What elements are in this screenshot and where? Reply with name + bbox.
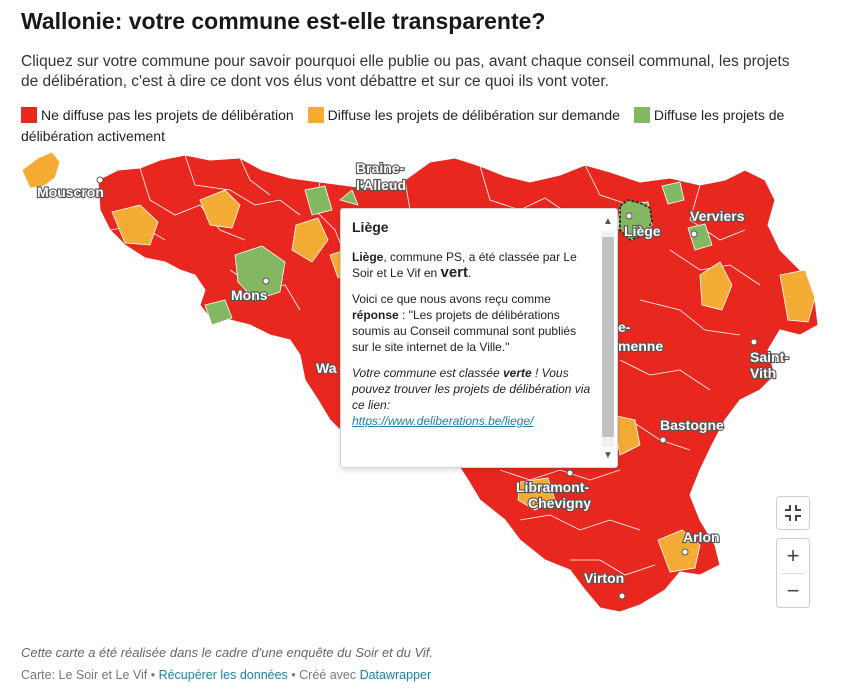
city-label-marche-2: menne — [618, 338, 663, 354]
city-label-walcourt-partial: Wa — [316, 360, 337, 376]
tooltip-title: Liège — [352, 219, 389, 235]
map-description: Cliquez sur votre commune pour savoir po… — [21, 53, 790, 90]
city-markers: Mouscron Braine- l'Alleud Liège Verviers… — [36, 159, 790, 600]
page-title: Wallonie: votre commune est-elle transpa… — [21, 8, 546, 34]
legend: Ne diffuse pas les projets de délibérati… — [21, 105, 821, 147]
tooltip-response: Voici ce que nous avons reçu comme répon… — [352, 291, 596, 355]
city-label-libramont-2: Chevigny — [528, 495, 591, 511]
tooltip-response-intro: Voici ce que nous avons reçu comme — [352, 292, 551, 306]
footer-source: Carte: Le Soir et Le Vif — [21, 668, 148, 682]
city-label-liege: Liège — [624, 223, 661, 239]
city-dot-bastogne — [659, 436, 667, 444]
tooltip-verdict: Votre commune est classée verte ! Vous p… — [352, 365, 596, 429]
footer-sep-2: • Créé avec — [287, 668, 360, 682]
city-label-virton: Virton — [584, 570, 624, 586]
legend-label-orange: Diffuse les projets de délibération sur … — [327, 107, 620, 123]
tooltip-verdict-a: Votre commune est classée — [352, 366, 503, 380]
city-dot-verviers — [690, 230, 698, 238]
tooltip-verdict-b: verte — [502, 366, 532, 380]
fullscreen-exit-icon — [785, 505, 801, 521]
scrollbar-thumb[interactable] — [602, 237, 614, 437]
city-label-marche-1: e- — [618, 319, 631, 335]
tooltip-class-value: vert — [440, 264, 469, 281]
city-dot-saint-vith — [750, 338, 758, 346]
download-data-link[interactable]: Récupérer les données — [158, 668, 288, 682]
tooltip-content: Liège Liège, commune PS, a été classée p… — [352, 219, 596, 439]
city-label-arlon: Arlon — [683, 529, 720, 545]
city-dot-liege — [625, 212, 633, 220]
legend-item-red: Ne diffuse pas les projets de délibérati… — [21, 107, 294, 123]
tooltip-verdict-c: ! Vous pouvez trouver les projets de dél… — [352, 366, 591, 412]
city-label-libramont-1: Libramont- — [516, 479, 589, 495]
city-label-saint-vith-2: Vith — [750, 365, 776, 381]
legend-item-green: Diffuse les projets de délibération acti… — [21, 107, 784, 144]
zoom-out-button[interactable]: − — [786, 578, 800, 603]
fullscreen-button[interactable] — [776, 496, 810, 530]
commune-mouscron[interactable] — [21, 151, 61, 189]
footer-sep-1: • — [147, 668, 159, 682]
legend-label-red: Ne diffuse pas les projets de délibérati… — [41, 107, 294, 123]
tooltip-link[interactable]: https://www.deliberations.be/liege/ — [352, 414, 534, 428]
zoom-controls: + − — [776, 538, 810, 608]
city-dot-mouscron — [96, 176, 104, 184]
map-note: Cette carte a été réalisée dans le cadre… — [21, 645, 434, 660]
tooltip-commune-name: Liège — [352, 250, 384, 264]
city-label-braine-1: Braine- — [356, 160, 405, 176]
tooltip-response-label: réponse — [352, 308, 399, 322]
city-dot-mons — [262, 277, 270, 285]
city-label-verviers: Verviers — [690, 208, 745, 224]
scroll-up-arrow-icon[interactable]: ▲ — [603, 216, 613, 227]
city-label-bastogne: Bastogne — [660, 417, 724, 433]
city-label-mons: Mons — [231, 287, 268, 303]
city-label-braine-2: l'Alleud — [356, 177, 406, 193]
city-dot-braine — [359, 182, 367, 190]
city-dot-libramont — [566, 469, 574, 477]
legend-swatch-green — [633, 107, 650, 123]
map-footer: Carte: Le Soir et Le Vif • Récupérer les… — [21, 668, 431, 682]
city-label-saint-vith-1: Saint- — [750, 349, 789, 365]
city-dot-arlon — [681, 548, 689, 556]
legend-swatch-orange — [307, 107, 324, 123]
commune-tooltip[interactable]: Liège Liège, commune PS, a été classée p… — [340, 208, 618, 468]
communes-orange[interactable] — [111, 189, 816, 573]
legend-swatch-red — [21, 107, 37, 123]
commune-liege-selected[interactable] — [619, 199, 653, 241]
tooltip-response-quote: : "Les projets de délibérations soumis a… — [352, 308, 577, 354]
scroll-down-arrow-icon[interactable]: ▼ — [603, 450, 613, 461]
tooltip-classification: Liège, commune PS, a été classée par Le … — [352, 249, 596, 281]
tooltip-scrollbar[interactable]: ▲ ▼ — [601, 215, 615, 463]
legend-item-orange: Diffuse les projets de délibération sur … — [307, 107, 620, 123]
city-label-mouscron: Mouscron — [37, 184, 104, 200]
zoom-in-button[interactable]: + — [786, 543, 800, 568]
city-dot-virton — [618, 592, 626, 600]
tooltip-classification-text: , commune PS, a été classée par Le Soir … — [352, 250, 577, 280]
legend-label-green: Diffuse les projets de délibération acti… — [21, 107, 785, 144]
datawrapper-link[interactable]: Datawrapper — [359, 668, 432, 682]
tooltip-classification-end: . — [468, 266, 472, 280]
zoom-separator — [781, 573, 805, 574]
